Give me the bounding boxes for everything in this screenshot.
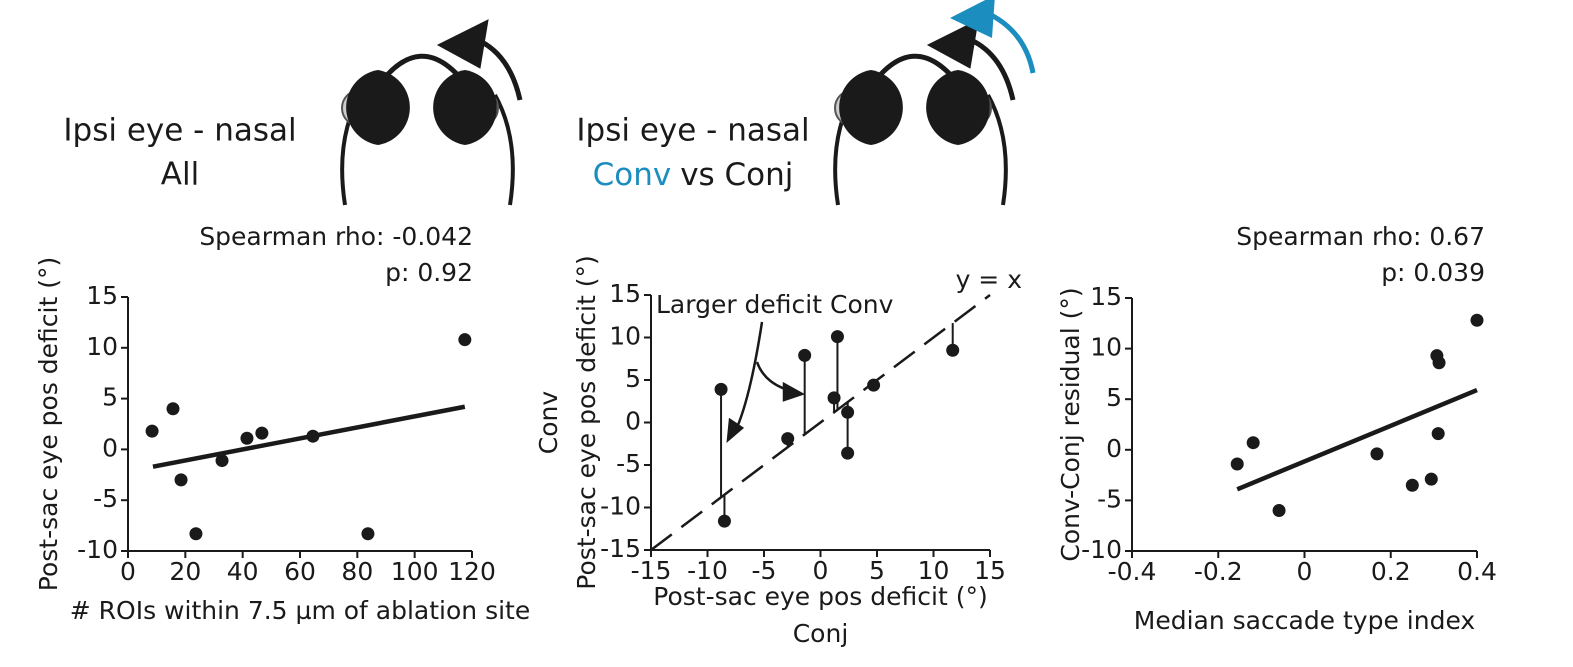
- y-tick-label: 5: [1106, 383, 1122, 412]
- stat-annotation: p: 0.92: [385, 258, 473, 287]
- data-point: [1272, 504, 1286, 518]
- data-point: [841, 446, 855, 460]
- x-axis-label: # ROIs within 7.5 µm of ablation site: [70, 596, 530, 625]
- data-point: [189, 527, 203, 541]
- data-point: [830, 330, 844, 344]
- data-point: [1431, 427, 1445, 441]
- data-point: [717, 514, 731, 528]
- data-point: [306, 429, 320, 443]
- x-tick-label: -15: [631, 556, 672, 585]
- subtitle-accent: Conv: [593, 157, 672, 193]
- data-point: [166, 402, 180, 416]
- x-tick-label: 15: [974, 556, 1006, 585]
- data-point: [145, 424, 159, 438]
- data-point: [255, 426, 269, 440]
- data-point: [867, 378, 881, 392]
- y-tick-label: 5: [625, 364, 641, 393]
- y-tick-label: 5: [102, 383, 118, 412]
- x-tick-label: 0: [1297, 557, 1313, 586]
- fit-line: [1236, 388, 1478, 492]
- x-axis-label: Median saccade type index: [1134, 606, 1475, 635]
- data-point: [841, 405, 855, 419]
- data-point: [1432, 356, 1446, 370]
- data-point: [714, 382, 728, 396]
- data-point: [240, 431, 254, 445]
- x-tick-label: 0.2: [1371, 557, 1411, 586]
- x-axis-label: Post-sac eye pos deficit (°): [653, 582, 987, 611]
- x-tick-label: 0.4: [1457, 557, 1497, 586]
- data-point: [1370, 447, 1384, 461]
- y-tick-label: 10: [609, 322, 641, 351]
- y-axis-label: Post-sac eye pos deficit (°): [34, 257, 63, 591]
- y-tick-label: -5: [93, 484, 118, 513]
- annotation-arrows: [726, 321, 806, 443]
- y-tick-label: -10: [1081, 535, 1122, 564]
- stat-annotation: p: 0.039: [1381, 258, 1485, 287]
- y-tick-label: -5: [1097, 484, 1122, 513]
- panel-title: Ipsi eye - nasal: [63, 113, 296, 149]
- x-tick-label: 100: [391, 557, 439, 586]
- data-point: [798, 348, 812, 362]
- data-point: [1230, 457, 1244, 471]
- y-tick-label: -15: [600, 534, 641, 563]
- y-axis-label: Conv: [534, 391, 563, 455]
- x-tick-label: -10: [687, 556, 728, 585]
- eye-icon: [340, 19, 523, 206]
- eye-icon: [833, 0, 1036, 206]
- data-point: [458, 333, 472, 347]
- data-point: [1470, 313, 1484, 327]
- annotation: Larger deficit Conv: [656, 290, 894, 319]
- annotation: y = x: [956, 265, 1022, 294]
- subtitle-rest: vs Conj: [680, 157, 793, 193]
- y-tick-label: 10: [1090, 333, 1122, 362]
- data-point: [1424, 472, 1438, 486]
- y-tick-label: -10: [600, 492, 641, 521]
- data-point: [174, 473, 188, 487]
- data-point: [781, 432, 795, 446]
- y-tick-label: 15: [1090, 282, 1122, 311]
- x-tick-label: -0.4: [1108, 557, 1157, 586]
- x-axis-label: Conj: [793, 619, 849, 648]
- y-tick-label: 0: [625, 407, 641, 436]
- data-point: [946, 343, 960, 357]
- x-tick-label: 5: [869, 556, 885, 585]
- y-tick-label: 0: [1106, 434, 1122, 463]
- y-tick-label: -5: [616, 449, 641, 478]
- x-tick-label: 60: [284, 557, 316, 586]
- panel-subtitle: Conv vs Conj: [593, 157, 794, 193]
- x-tick-label: 0: [813, 556, 829, 585]
- x-tick-label: 20: [169, 557, 201, 586]
- panel-subtitle: All: [161, 157, 199, 193]
- identity-line: [650, 294, 991, 551]
- data-point: [1246, 436, 1260, 450]
- x-tick-label: 40: [227, 557, 259, 586]
- x-tick-label: 120: [448, 557, 496, 586]
- x-tick-label: -0.2: [1194, 557, 1243, 586]
- x-tick-label: 0: [120, 557, 136, 586]
- y-tick-label: -10: [77, 535, 118, 564]
- data-point: [827, 391, 841, 405]
- y-axis-label: Conv-Conj residual (°): [1056, 287, 1085, 561]
- data-point: [215, 454, 229, 468]
- data-point: [1405, 478, 1419, 492]
- x-tick-label: -5: [752, 556, 777, 585]
- y-tick-label: 15: [609, 279, 641, 308]
- y-tick-label: 10: [86, 332, 118, 361]
- x-tick-label: 80: [341, 557, 373, 586]
- panel-title: Ipsi eye - nasal: [576, 113, 809, 149]
- stat-annotation: Spearman rho: -0.042: [199, 222, 473, 251]
- y-tick-label: 0: [102, 433, 118, 462]
- y-axis-label: Post-sac eye pos deficit (°): [572, 255, 601, 589]
- data-point: [361, 527, 375, 541]
- x-tick-label: 10: [918, 556, 950, 585]
- y-tick-label: 15: [86, 281, 118, 310]
- stat-annotation: Spearman rho: 0.67: [1236, 222, 1485, 251]
